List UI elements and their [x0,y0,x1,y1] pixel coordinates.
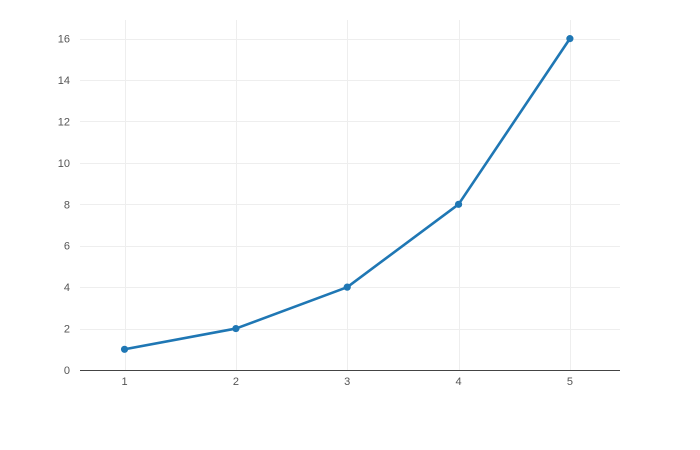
data-point-marker[interactable] [232,324,240,333]
data-point-marker[interactable] [120,345,129,353]
data-point-marker[interactable] [343,283,351,291]
y-axis-tick-labels: 0 2 4 6 8 10 12 14 16 [58,34,70,377]
vertical-gridlines [125,20,571,370]
data-point-marker[interactable] [454,200,463,208]
data-series-group [120,35,574,353]
x-tick-label: 3 [344,376,350,388]
y-tick-label: 16 [58,34,70,46]
x-tick-label: 4 [455,376,461,388]
y-tick-label: 0 [64,365,70,377]
y-tick-label: 4 [64,282,70,294]
y-tick-label: 10 [58,158,70,170]
y-tick-label: 8 [64,199,70,211]
x-tick-label: 2 [233,376,239,388]
y-tick-label: 2 [64,324,70,336]
data-point-marker[interactable] [566,35,574,43]
x-tick-label: 1 [121,376,127,388]
y-tick-label: 6 [64,241,70,253]
y-tick-label: 12 [58,116,70,128]
x-tick-label: 5 [567,376,573,388]
x-axis-tick-labels: 1 2 3 4 5 [121,376,572,388]
y-tick-label: 14 [58,75,70,87]
